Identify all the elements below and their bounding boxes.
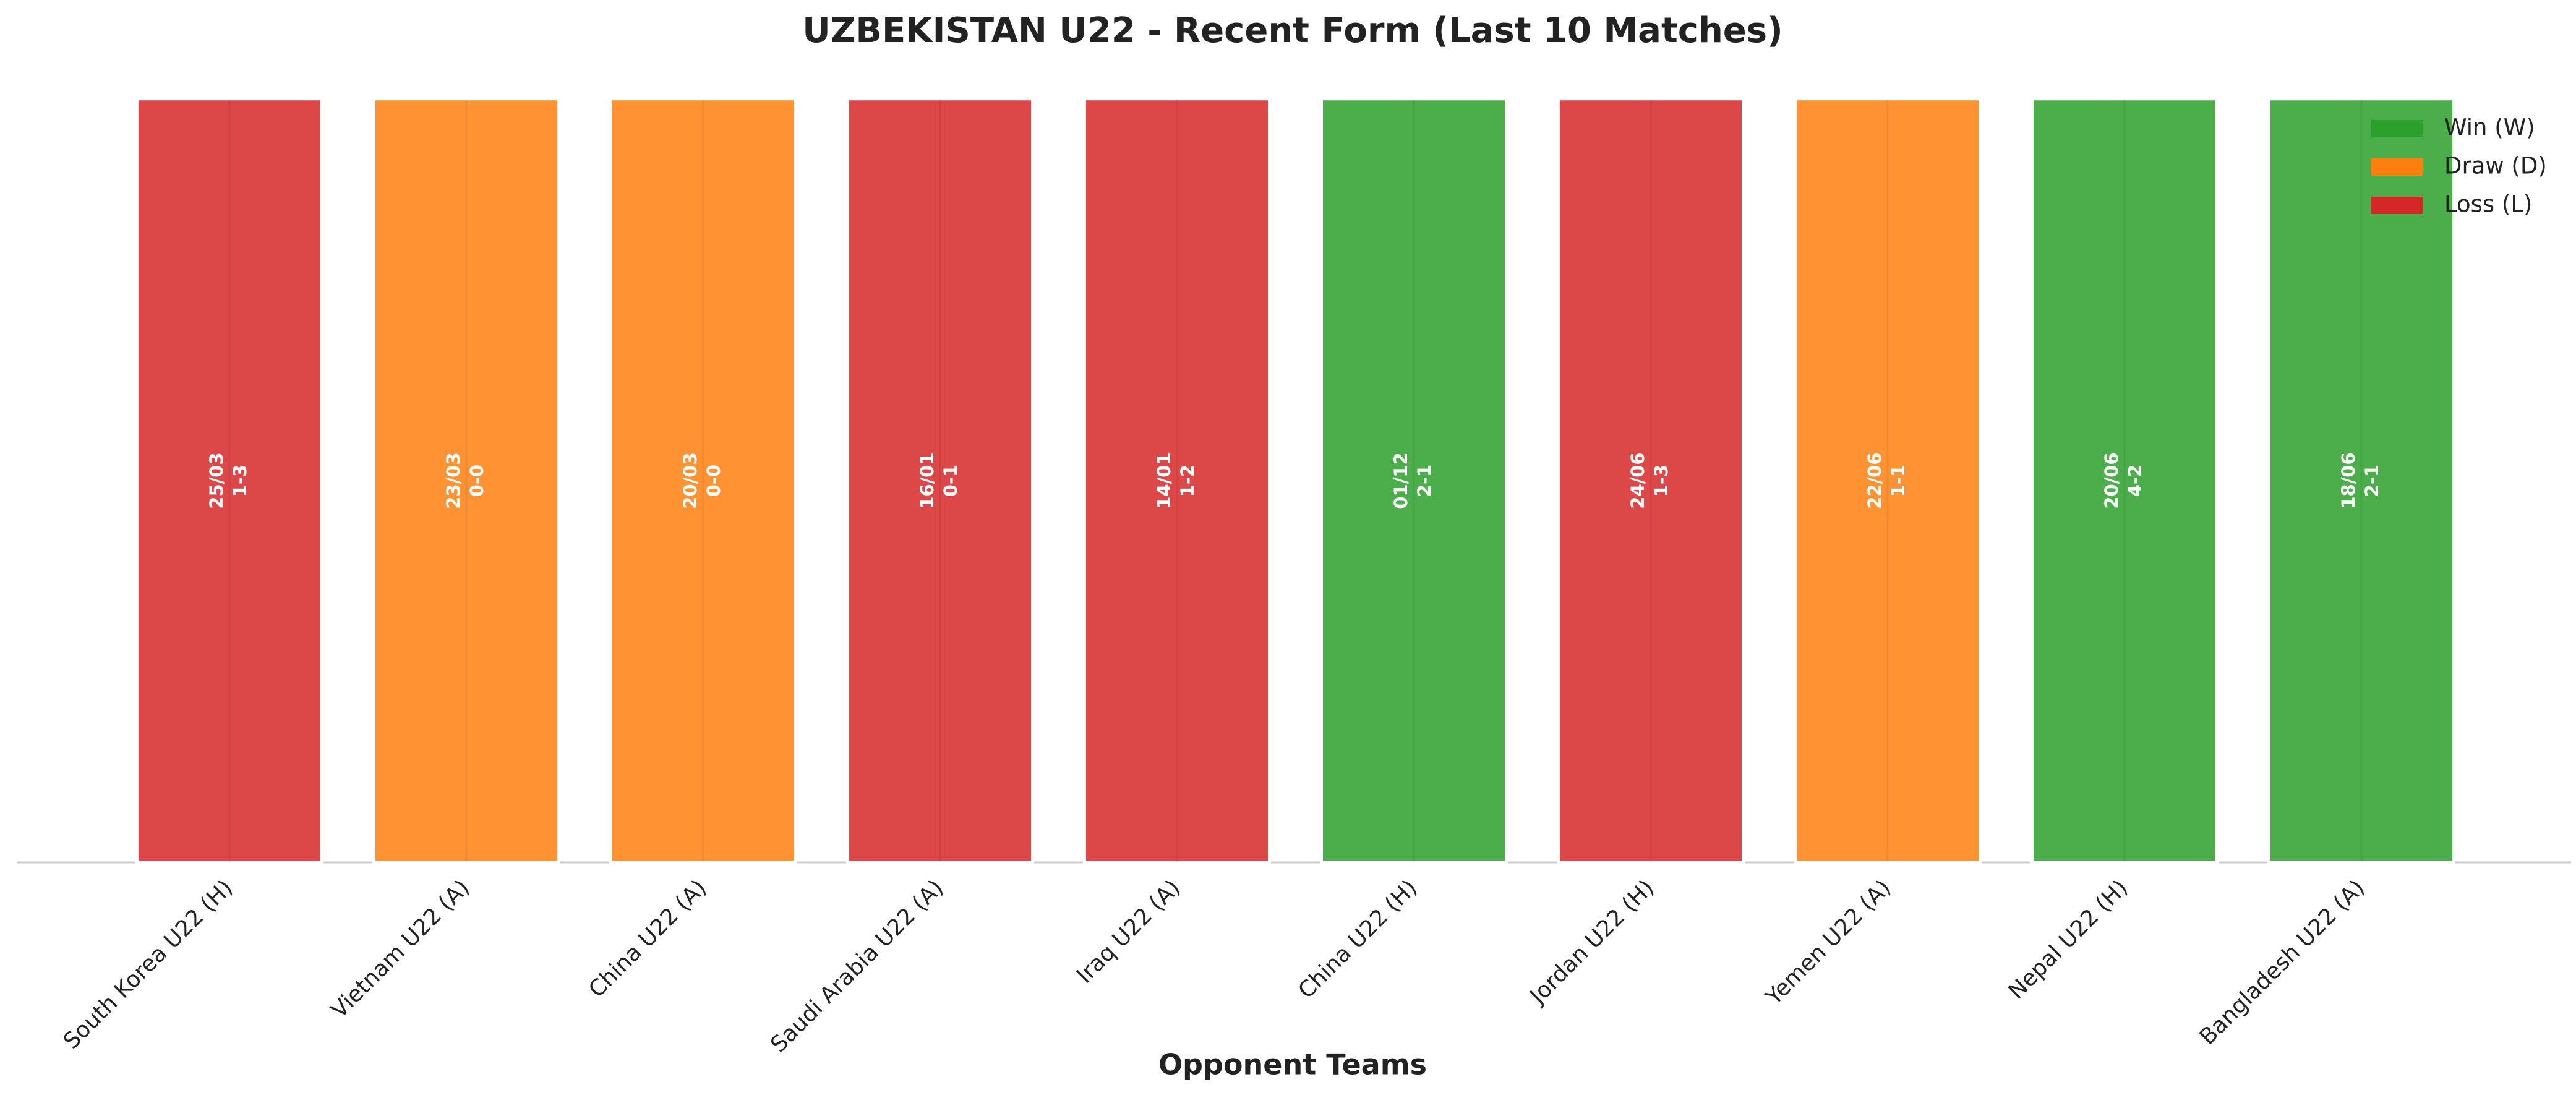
bar-score-label: 1-3: [229, 465, 250, 497]
bar: [609, 97, 797, 864]
x-tick-label: Vietnam U22 (A): [327, 875, 475, 1023]
x-tick-label: Yemen U22 (A): [1761, 875, 1896, 1010]
bar: [1794, 97, 1982, 864]
bar: [846, 97, 1034, 864]
x-tick-label: Jordan U22 (H): [1525, 875, 1659, 1010]
bar-date-label: 14/01: [1153, 452, 1175, 509]
legend-swatch: [2371, 197, 2423, 214]
legend-swatch: [2371, 158, 2423, 176]
bar-date-label: 25/03: [206, 452, 227, 509]
bar-score-label: 1-1: [1888, 465, 1909, 497]
bar-date-label: 01/12: [1390, 452, 1411, 509]
x-tick-label: Nepal U22 (H): [2004, 875, 2133, 1004]
bar: [1320, 97, 1508, 864]
x-tick-label: China U22 (H): [1294, 875, 1423, 1003]
bar-date-label: 24/06: [1627, 452, 1648, 509]
bar-date-label: 18/06: [2338, 452, 2359, 509]
bar-date-label: 16/01: [917, 452, 938, 509]
bar: [135, 97, 323, 864]
bar-score-label: 0-0: [466, 465, 487, 497]
legend-label: Draw (D): [2444, 153, 2547, 179]
bar: [372, 97, 560, 864]
bar: [1083, 97, 1271, 864]
legend-label: Loss (L): [2444, 191, 2532, 218]
bar: [2267, 97, 2455, 864]
bar-date-label: 23/03: [443, 452, 464, 509]
bar-score-label: 0-0: [703, 465, 724, 497]
bar-date-label: 20/06: [2101, 452, 2122, 509]
bar: [2030, 97, 2219, 864]
x-tick-label: Saudi Arabia U22 (A): [766, 875, 948, 1057]
bar-date-label: 22/06: [1864, 452, 1885, 509]
bar-date-label: 20/03: [680, 452, 701, 509]
x-tick-label: Bangladesh U22 (A): [2195, 875, 2370, 1050]
x-tick-label: South Korea U22 (H): [59, 875, 237, 1054]
bar-score-label: 2-1: [1414, 465, 1435, 497]
bar-score-label: 2-1: [2361, 465, 2382, 497]
bar: [1557, 97, 1745, 864]
x-axis-label: Opponent Teams: [1158, 1048, 1427, 1081]
bar-score-label: 1-3: [1651, 465, 1672, 497]
bar-score-label: 0-1: [940, 465, 961, 497]
chart-title: UZBEKISTAN U22 - Recent Form (Last 10 Ma…: [802, 11, 1782, 51]
x-tick-label: Iraq U22 (A): [1072, 875, 1185, 988]
legend-swatch: [2371, 120, 2423, 137]
bar-score-label: 1-2: [1177, 465, 1198, 497]
bar-score-label: 4-2: [2125, 465, 2146, 497]
legend-label: Win (W): [2444, 114, 2535, 141]
x-tick-label: China U22 (A): [584, 875, 711, 1002]
